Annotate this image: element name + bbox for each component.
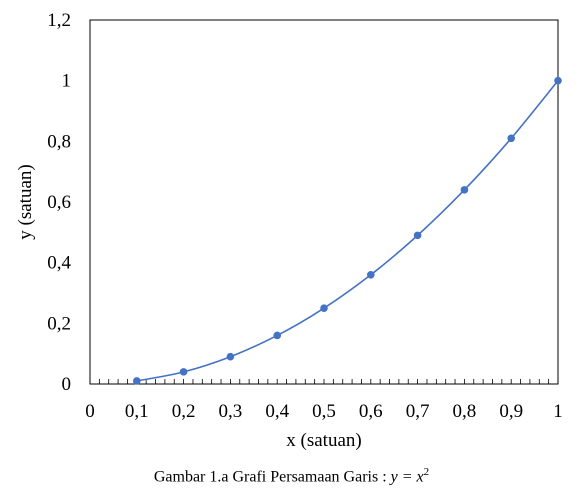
- x-tick-label: 0,8: [453, 401, 477, 422]
- data-point: [133, 377, 141, 385]
- y-tick-label: 1: [62, 71, 72, 92]
- data-point: [413, 231, 422, 240]
- data-point: [226, 352, 235, 361]
- chart: 0 0,1 0,2 0,3 0,4 0,5 0,6 0,7 0,8 0,9 1 0 0,2 0,4 0,6…: [15, 10, 563, 451]
- series-line: [136, 80, 559, 382]
- x-minor-ticks: [98, 379, 550, 384]
- x-tick-label: 0,5: [312, 401, 336, 422]
- y-tick-label: 0,6: [47, 192, 71, 213]
- x-tick-label: 0,2: [172, 401, 196, 422]
- data-point: [367, 271, 375, 279]
- x-tick-label: 0,9: [499, 401, 523, 422]
- x-tick-label: 0,7: [406, 401, 430, 422]
- x-axis-label: x (satuan): [286, 430, 361, 451]
- x-tick-label: 0,6: [359, 401, 383, 422]
- y-tick-label: 0: [62, 374, 72, 395]
- caption-exponent: 2: [423, 466, 430, 478]
- x-tick-label: 0: [85, 401, 95, 422]
- data-point: [507, 134, 515, 143]
- y-tick-label: 0,8: [47, 131, 71, 152]
- y-axis-label: y (satuan): [15, 164, 36, 239]
- x-tick-label: 0,3: [219, 401, 243, 422]
- x-tick-label: 0,4: [265, 401, 289, 422]
- data-point: [273, 331, 282, 340]
- x-tick-label: 0,1: [125, 401, 149, 422]
- figure-caption: Gambar 1.a Grafi Persamaan Garis : y = x…: [0, 466, 583, 486]
- y-tick-label: 0,2: [47, 313, 71, 334]
- caption-text: Gambar 1.a Grafi Persamaan Garis :: [153, 468, 391, 486]
- data-point: [320, 304, 328, 312]
- data-point: [554, 76, 562, 85]
- x-tick-labels: 0 0,1 0,2 0,3 0,4 0,5 0,6 0,7 0,8 0,9 1: [85, 401, 563, 422]
- y-tick-labels: 0 0,2 0,4 0,6 0,8 1 1,2: [47, 10, 71, 395]
- data-point: [460, 186, 469, 194]
- caption-equation: y = x: [390, 468, 424, 486]
- y-tick-label: 0,4: [47, 253, 71, 274]
- data-point: [179, 368, 188, 376]
- x-tick-label: 1: [553, 401, 563, 422]
- data-points: [133, 76, 562, 385]
- plot-area-border: [89, 19, 559, 385]
- y-tick-label: 1,2: [47, 10, 71, 31]
